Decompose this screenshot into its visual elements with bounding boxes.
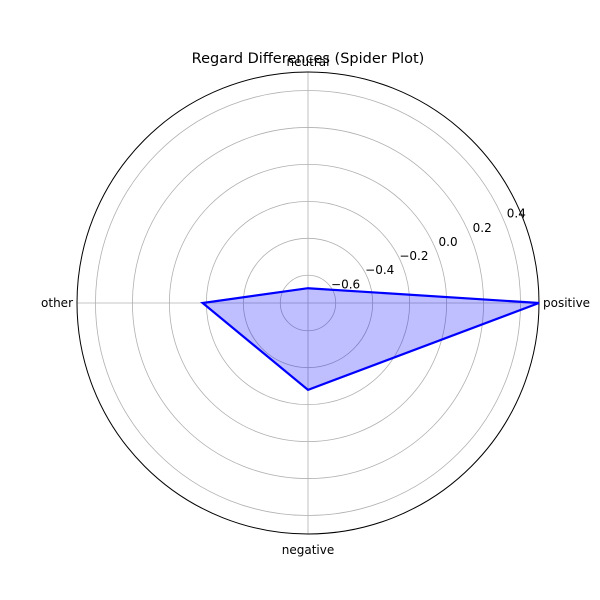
series-line-0 <box>200 287 540 392</box>
category-label-neutral: neutral <box>287 55 330 69</box>
r-tick-label-5: 0.4 <box>507 207 526 221</box>
r-tick-label-3: 0.0 <box>439 235 458 249</box>
category-label-positive: positive <box>543 296 590 310</box>
chart-title: Regard Differences (Spider Plot) <box>192 51 425 67</box>
r-tick-label-0: −0.6 <box>331 277 360 291</box>
series-fill-0 <box>202 288 539 390</box>
r-tick-label-1: −0.4 <box>365 263 394 277</box>
category-label-other: other <box>41 296 73 310</box>
r-tick-label-4: 0.2 <box>473 221 492 235</box>
grid <box>76 71 540 535</box>
category-label-negative: negative <box>282 543 334 557</box>
labels: positive neutral other negative −0.6 −0.4 −0.2… <box>41 55 590 557</box>
data-layer <box>200 287 540 392</box>
r-tick-label-2: −0.2 <box>399 249 428 263</box>
